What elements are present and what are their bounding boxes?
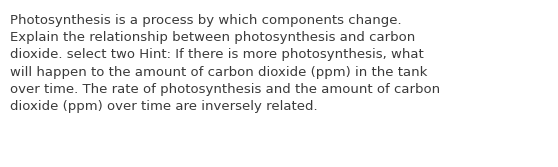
Text: Photosynthesis is a process by which components change.
Explain the relationship: Photosynthesis is a process by which com… <box>10 14 440 113</box>
